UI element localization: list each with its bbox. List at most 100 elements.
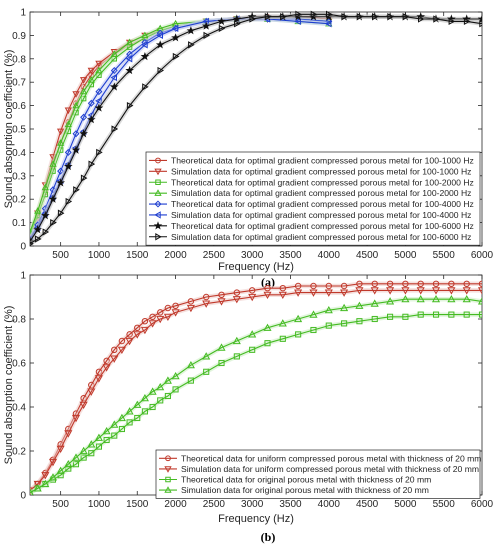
data-point [416,294,425,303]
data-point [370,287,379,295]
legend-box [145,151,481,246]
data-point [133,331,142,339]
data-point [73,186,80,194]
legend-box [155,449,481,499]
data-point [186,304,195,313]
series-line [30,13,482,245]
data-point [203,31,211,40]
data-point [325,17,333,25]
data-point [309,289,318,297]
data-point [324,305,333,314]
data-point [126,419,133,426]
data-point [41,479,50,488]
x-tick-label: 500 [52,499,69,510]
y-tick-label: 0 [20,491,26,502]
data-point [126,331,133,338]
x-tick-label: 4000 [318,250,341,261]
data-point [30,488,34,495]
x-tick-label: 1000 [88,499,111,510]
data-point [478,280,482,288]
panel-label: (a) [261,275,275,289]
data-point [56,445,65,454]
data-point [447,287,456,295]
data-point [133,400,142,408]
data-point [386,280,394,288]
data-point [164,304,172,312]
data-point [163,313,172,322]
data-point [50,218,57,227]
data-point [156,382,165,391]
data-point [64,148,72,156]
data-point [264,340,271,347]
legend-label: Theoretical data for original porous met… [181,475,431,485]
data-point [41,472,50,480]
data-point [202,352,211,360]
data-point [401,294,410,303]
legend-marker [164,486,172,493]
data-point [64,161,73,171]
data-point [477,14,482,23]
data-point [418,15,425,23]
data-point [103,357,110,365]
legend-item: Simulation data for optimal gradient com… [149,166,471,176]
data-point [110,50,118,57]
data-point [341,320,348,327]
y-tick-label: 0.2 [12,447,26,458]
x-tick-label: 3500 [279,499,302,510]
data-point [34,235,42,243]
data-point [218,24,226,33]
data-point [42,228,50,236]
data-point [202,300,211,308]
data-point [117,346,126,355]
legend-item: Theoretical data for optimal gradient co… [149,221,474,231]
data-point [447,294,456,303]
data-point [295,331,302,338]
x-tick-label: 4500 [356,499,379,510]
data-point [64,107,72,115]
data-point [72,91,80,98]
legend-label: Simulation data for optimal gradient com… [171,210,471,220]
data-point [355,287,364,295]
data-point [279,284,287,292]
legend-marker [154,200,162,208]
data-point [125,38,134,46]
data-point [125,55,133,63]
data-point [325,282,332,290]
data-point [217,16,226,26]
data-point [141,41,148,49]
legend-label: Simulation data for optimal gradient com… [171,188,471,198]
legend-marker [154,189,162,196]
data-point [171,371,180,380]
data-point [432,311,440,318]
legend-label: Simulation data for optimal gradient com… [171,166,471,176]
series-layer [30,10,482,246]
data-point [79,129,89,138]
y-tick-label: 0.9 [12,31,26,42]
data-point [87,388,96,396]
legend-item: Theoretical data for optimal gradient co… [149,177,474,187]
data-point [103,436,110,444]
data-point [294,289,303,297]
data-point [264,284,271,292]
data-point [79,401,88,410]
data-point [80,454,87,461]
data-point [172,302,179,310]
legend-label: Simulation data for optimal gradient com… [171,232,471,242]
data-point [155,40,165,49]
data-point [462,294,471,303]
legend-marker [155,233,162,241]
x-tick-label: 2500 [203,250,226,261]
data-point [203,368,210,375]
data-point [48,458,58,467]
data-point [294,282,302,290]
data-point [386,287,395,295]
data-point [34,207,42,214]
x-tick-label: 2000 [164,250,187,261]
data-point [356,13,364,21]
data-point [56,139,65,146]
data-point [94,103,104,112]
x-tick-label: 500 [52,250,69,261]
y-tick-label: 0.1 [12,218,26,229]
series-line [30,289,482,492]
data-point [140,51,150,61]
